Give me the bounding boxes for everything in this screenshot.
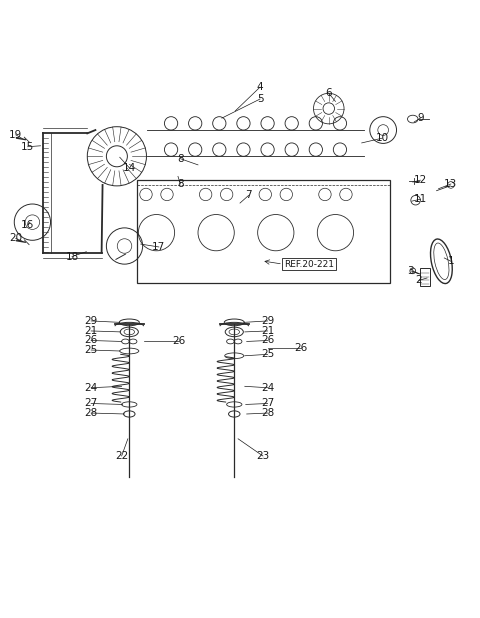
Text: 22: 22 (115, 451, 128, 461)
Text: 21: 21 (261, 326, 274, 336)
Text: REF.20-221: REF.20-221 (284, 260, 334, 269)
Text: 29: 29 (84, 316, 98, 326)
Text: 10: 10 (376, 133, 389, 143)
Text: 21: 21 (84, 326, 98, 336)
Text: 14: 14 (123, 163, 136, 173)
Text: 20: 20 (9, 234, 22, 243)
Text: 17: 17 (152, 242, 166, 252)
Text: 26: 26 (294, 343, 308, 353)
Text: 9: 9 (417, 113, 424, 123)
Bar (137, 180, 390, 283)
Text: 24: 24 (84, 383, 98, 393)
Text: 24: 24 (261, 383, 274, 393)
Text: 1: 1 (448, 256, 454, 266)
Text: 6: 6 (325, 88, 332, 98)
Text: 27: 27 (84, 399, 98, 408)
Text: 7: 7 (245, 190, 252, 200)
Text: 26: 26 (261, 336, 274, 345)
Text: 28: 28 (84, 408, 98, 418)
Text: 5: 5 (257, 94, 264, 104)
Bar (420, 268, 430, 286)
Text: 27: 27 (261, 399, 274, 408)
Text: 15: 15 (21, 142, 34, 152)
Text: 4: 4 (257, 82, 264, 92)
Text: 18: 18 (65, 252, 79, 261)
Text: 19: 19 (9, 130, 23, 140)
Text: 3: 3 (408, 266, 414, 276)
Text: 11: 11 (414, 194, 427, 204)
Text: 29: 29 (261, 316, 274, 326)
Text: 16: 16 (21, 220, 34, 230)
Text: 13: 13 (444, 179, 457, 189)
Text: 2: 2 (416, 276, 422, 286)
Text: 25: 25 (84, 345, 98, 355)
Text: 23: 23 (256, 451, 270, 461)
Text: 25: 25 (261, 349, 274, 359)
Text: 26: 26 (172, 336, 186, 347)
Text: 26: 26 (84, 336, 98, 345)
Text: 28: 28 (261, 408, 274, 418)
Text: 8: 8 (177, 154, 184, 164)
Text: 8: 8 (177, 179, 184, 189)
Text: 12: 12 (414, 175, 427, 185)
